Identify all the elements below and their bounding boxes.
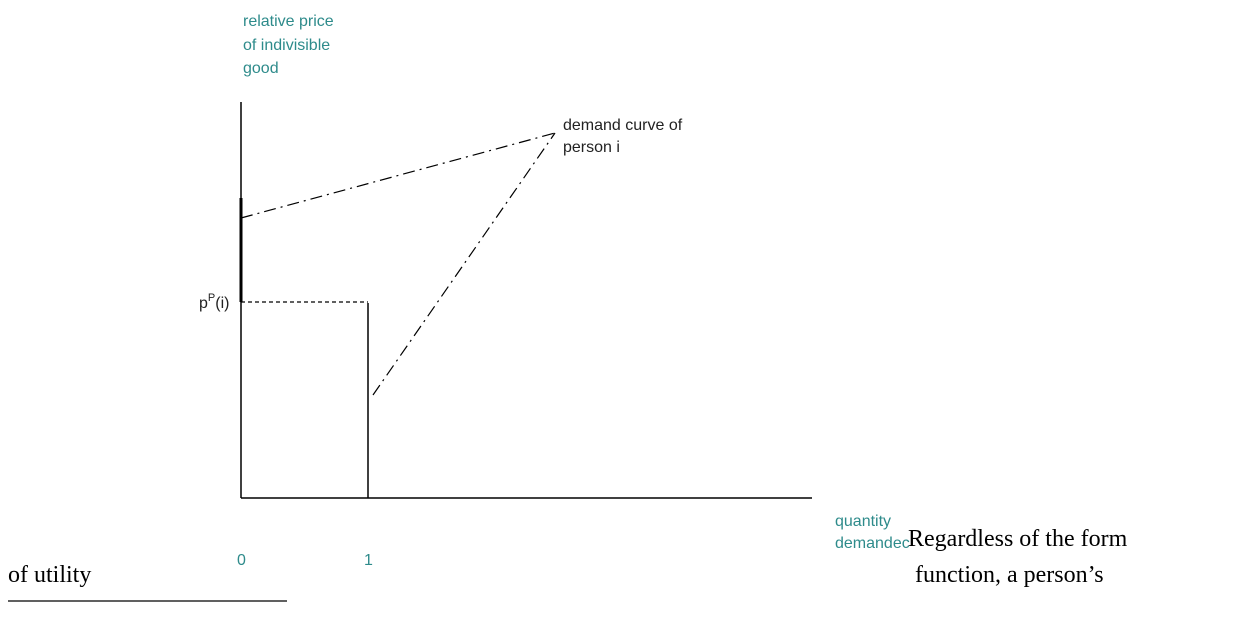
price-base: p	[199, 295, 208, 312]
x-tick-label: 1	[364, 552, 373, 569]
body-text: of utility	[8, 562, 91, 588]
y-axis-label: relative price	[243, 13, 334, 30]
x-tick-label: 0	[237, 552, 246, 569]
curve-label: demand curve of	[563, 117, 683, 134]
pointer-line	[372, 132, 556, 396]
body-text: Regardless of the form	[908, 526, 1128, 552]
body-text: function, a person’s	[915, 562, 1104, 588]
curve-label: person i	[563, 139, 620, 156]
price-suffix: (i)	[215, 295, 229, 312]
pointer-line	[240, 132, 556, 219]
figure: relative price of indivisible good deman…	[199, 13, 910, 569]
x-axis-label: demandec	[835, 535, 910, 552]
price-label: pP(i)	[199, 292, 229, 312]
x-axis-label: quantity	[835, 513, 891, 530]
y-axis-label: of indivisible	[243, 37, 330, 54]
price-superscript: P	[208, 292, 215, 304]
y-axis-label: good	[243, 60, 279, 77]
